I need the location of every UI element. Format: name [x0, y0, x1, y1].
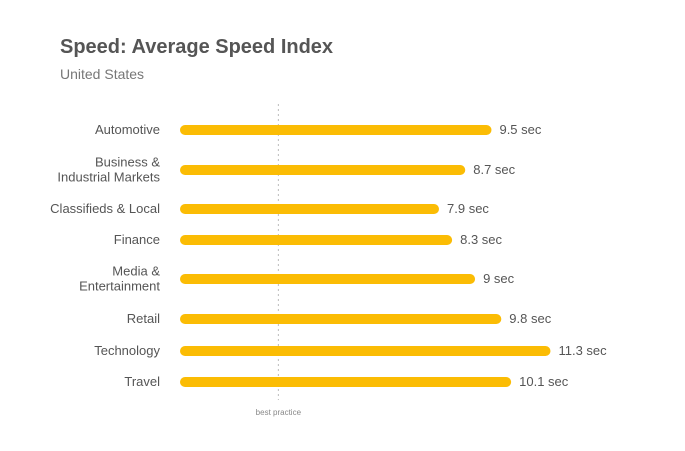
value-label-2: 7.9 sec	[447, 201, 489, 216]
category-label-2: Classifieds & Local	[50, 201, 160, 216]
category-label-line: Finance	[114, 232, 160, 247]
bar-7	[180, 377, 512, 387]
category-label-4: Media & Entertainment	[79, 264, 160, 294]
category-label-3: Finance	[114, 232, 160, 247]
bar-6	[180, 346, 551, 356]
chart-title: Speed: Average Speed Index	[60, 36, 334, 58]
category-label-line: Retail	[127, 311, 160, 326]
value-label-7: 10.1 sec	[519, 374, 569, 389]
value-label-4: 9 sec	[483, 271, 515, 286]
category-label-5: Retail	[127, 311, 160, 326]
category-label-line: Media &	[112, 264, 160, 279]
bar-1	[180, 165, 466, 175]
value-label-1: 8.7 sec	[473, 162, 515, 177]
value-label-3: 8.3 sec	[460, 232, 502, 247]
category-label-line: Industrial Markets	[57, 170, 160, 185]
bar-2	[180, 204, 440, 214]
category-label-line: Technology	[94, 343, 160, 358]
category-label-line: Classifieds & Local	[50, 201, 160, 216]
value-label-5: 9.8 sec	[509, 311, 551, 326]
category-label-line: Travel	[124, 374, 160, 389]
bar-0	[180, 125, 492, 135]
value-label-0: 9.5 sec	[499, 122, 541, 137]
category-label-0: Automotive	[95, 122, 160, 137]
category-label-1: Business & Industrial Markets	[57, 155, 160, 185]
category-label-7: Travel	[124, 374, 160, 389]
best-practice-label: best practice	[256, 408, 302, 417]
category-label-6: Technology	[94, 343, 160, 358]
category-label-line: Business &	[95, 155, 160, 170]
bar-3	[180, 235, 453, 245]
category-label-line: Entertainment	[79, 279, 160, 294]
chart-subtitle: United States	[60, 66, 145, 82]
bar-5	[180, 314, 502, 324]
bar-4	[180, 274, 476, 284]
value-label-6: 11.3 sec	[558, 343, 607, 358]
category-label-line: Automotive	[95, 122, 160, 137]
